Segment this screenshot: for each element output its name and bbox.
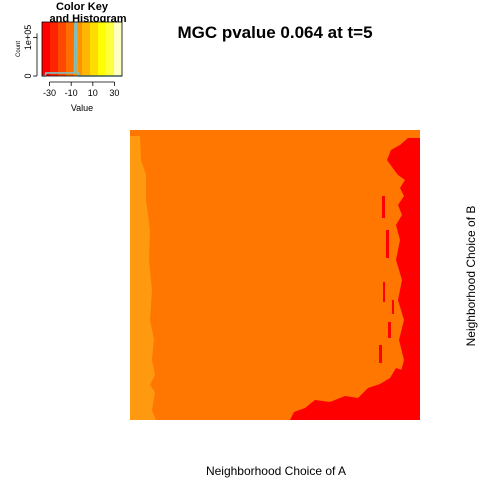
chart-title: MGC pvalue 0.064 at t=5: [177, 23, 372, 42]
color-key-x-tick-label: -10: [65, 88, 78, 98]
color-key-band: [106, 22, 115, 76]
color-key-x-tick-label: 30: [109, 88, 119, 98]
color-key-band: [42, 22, 51, 76]
color-key-band: [66, 22, 75, 76]
color-key-y-tick-label: 0: [23, 73, 33, 78]
color-key-band: [50, 22, 59, 76]
color-key-band: [82, 22, 91, 76]
color-key-x-axis: -30 -10 10 30: [43, 81, 119, 98]
color-key-y-label: Count: [16, 41, 22, 57]
color-key-x-tick-label: 10: [88, 88, 98, 98]
color-key-band: [114, 22, 123, 76]
color-key-title-line-1: Color Key: [56, 1, 109, 13]
color-key-band: [58, 22, 67, 76]
heatmap-cells-low-right: [387, 138, 420, 390]
color-key-band: [74, 22, 83, 76]
color-key-band: [90, 22, 99, 76]
color-key-band: [98, 22, 107, 76]
x-axis-label: Neighborhood Choice of A: [206, 464, 346, 478]
y-axis-label: Neighborhood Choice of B: [464, 206, 478, 347]
color-key-y-axis: 0 1e+05: [23, 25, 38, 79]
heatmap-cells-low-bottom: [290, 368, 420, 420]
color-key-y-tick-label: 1e+05: [23, 25, 33, 50]
color-key-x-label: Value: [71, 103, 93, 113]
color-key-density-line: [42, 21, 122, 77]
color-key-panel: Color Key and Histogram -30 -10 10 30 01e+0…: [16, 1, 127, 113]
color-key-bands: [42, 22, 123, 76]
heatmap: [130, 130, 420, 420]
heatmap-cells-left-edge: [130, 136, 156, 420]
heatmap-cells-dominant: [130, 130, 420, 420]
color-key-x-tick-label: -30: [43, 88, 56, 98]
color-key-frame: [41, 21, 123, 77]
heatmap-cells-low-streaks: [379, 196, 394, 363]
